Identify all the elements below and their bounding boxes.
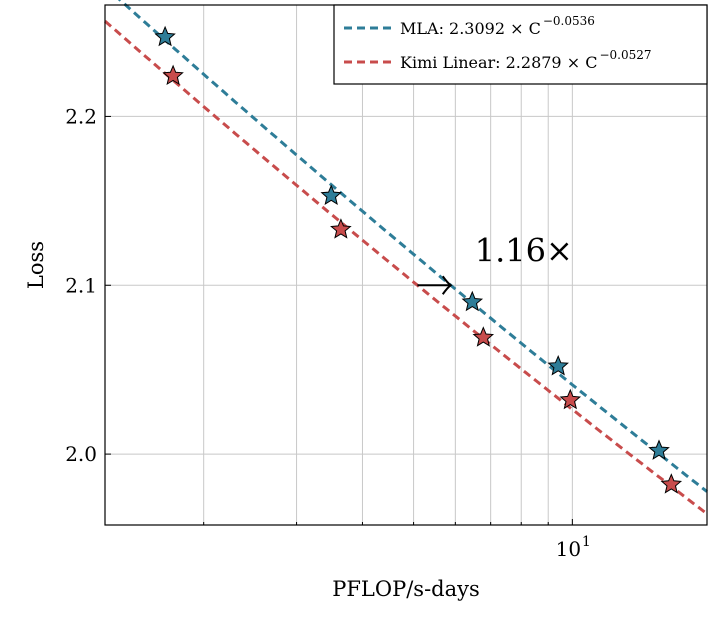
- x-axis-label: PFLOP/s-days: [332, 577, 480, 601]
- legend-exponent: −0.0536: [543, 14, 595, 28]
- speedup-annotation: 1.16×: [417, 231, 573, 295]
- legend-box: [333, 4, 708, 85]
- speedup-label: 1.16×: [475, 231, 573, 269]
- data-point-mla: [320, 184, 342, 205]
- data-point-kimi-linear: [660, 473, 683, 494]
- y-tick-label: 2.0: [65, 442, 97, 466]
- fit-line-mla: [117, 0, 708, 493]
- legend: MLA: 2.3092 × C −0.0536 Kimi Linear: 2.287…: [333, 4, 708, 85]
- grid: [105, 5, 707, 525]
- x-tick-label: 10: [556, 537, 581, 561]
- y-tick-label: 2.1: [65, 273, 97, 297]
- fit-lines: [104, 0, 708, 515]
- y-axis-label: Loss: [24, 241, 48, 289]
- legend-label: MLA: 2.3092 × C: [400, 19, 541, 38]
- data-point-mla: [154, 25, 176, 47]
- data-point-kimi-linear: [472, 326, 495, 347]
- data-point-kimi-linear: [559, 388, 582, 410]
- x-tick-exponent: 1: [582, 534, 591, 550]
- y-tick-label: 2.2: [65, 104, 97, 128]
- data-point-mla: [461, 290, 484, 312]
- data-points: [154, 25, 683, 494]
- arrow-head: [441, 275, 453, 295]
- data-point-mla: [648, 439, 670, 460]
- fit-line-kimi-linear: [104, 19, 708, 515]
- legend-exponent: −0.0527: [599, 48, 651, 62]
- data-point-mla: [547, 354, 569, 376]
- data-point-kimi-linear: [162, 64, 184, 86]
- tick-labels: 2.0 2.1 2.2 10 1: [65, 104, 591, 561]
- data-point-kimi-linear: [330, 218, 352, 239]
- legend-label: Kimi Linear: 2.2879 × C: [400, 53, 597, 72]
